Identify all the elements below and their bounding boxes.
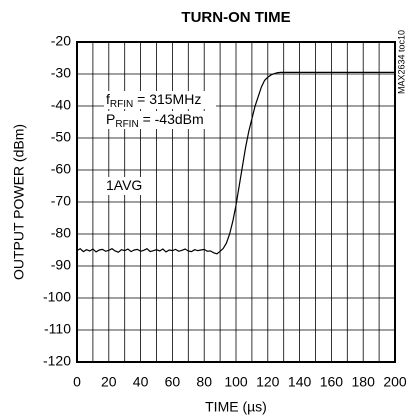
x-tick-label: 100: [224, 374, 248, 390]
x-tick-label: 180: [352, 374, 376, 390]
annotation-text: = -43dBm: [139, 111, 204, 127]
y-tick-label: -90: [51, 257, 71, 273]
y-tick-label: -20: [51, 33, 71, 49]
y-tick-label: -100: [43, 289, 71, 305]
annotation-sub: RFIN: [115, 119, 138, 130]
x-tick-label: 40: [133, 374, 149, 390]
annotation-bg: [104, 91, 216, 109]
x-tick-label: 160: [320, 374, 344, 390]
x-tick-label: 80: [196, 374, 212, 390]
y-tick-label: -80: [51, 225, 71, 241]
y-tick-label: -50: [51, 129, 71, 145]
plot-frame: [76, 41, 396, 363]
annotation-text: = 315MHz: [133, 91, 201, 107]
y-tick-label: -60: [51, 161, 71, 177]
y-tick-label: -110: [44, 321, 71, 337]
y-axis-label: OUTPUT POWER (dBm): [11, 124, 27, 280]
annotation-text: P: [106, 111, 115, 127]
y-tick-label: -120: [43, 353, 71, 369]
annotation-bg: [104, 177, 144, 195]
x-tick-label: 120: [256, 374, 280, 390]
y-tick-label: -40: [51, 97, 71, 113]
annotation-sub: RFIN: [110, 99, 133, 110]
annotation-text: 1AVG: [106, 177, 142, 193]
x-axis-label: TIME (µs): [205, 399, 267, 415]
annotation: fRFIN = 315MHz: [106, 91, 201, 110]
x-tick-label: 200: [383, 374, 407, 390]
annotation: PRFIN = -43dBm: [106, 111, 204, 130]
x-tick-label: 20: [101, 374, 117, 390]
y-tick-label: -70: [51, 193, 71, 209]
annotation-bg: [104, 111, 216, 129]
y-tick-label: -30: [51, 65, 71, 81]
side-label: MAX2634 toc10: [396, 30, 406, 94]
annotation: 1AVG: [106, 177, 142, 193]
x-tick-label: 0: [73, 374, 81, 390]
data-line: [76, 71, 395, 255]
x-tick-label: 60: [165, 374, 181, 390]
x-tick-label: 140: [288, 374, 312, 390]
chart-title: TURN-ON TIME: [181, 9, 290, 26]
annotation-text: f: [106, 91, 110, 107]
